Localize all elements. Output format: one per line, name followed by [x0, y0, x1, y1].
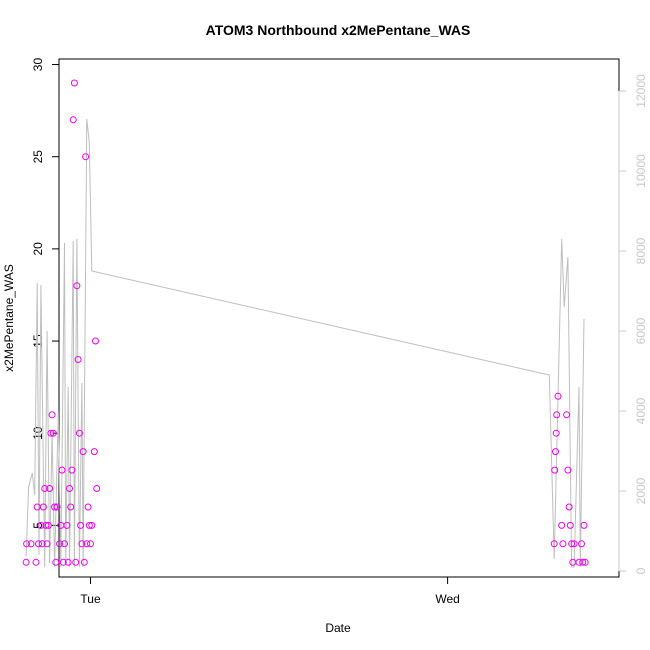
data-point: [553, 411, 561, 419]
data-point: [581, 558, 589, 566]
data-point: [64, 558, 72, 566]
data-point: [78, 540, 86, 548]
data-point: [32, 558, 40, 566]
data-point: [87, 540, 94, 548]
data-point: [38, 540, 46, 548]
y2-tick-label: 12000: [634, 74, 648, 108]
data-point: [27, 540, 35, 548]
data-point: [83, 540, 91, 548]
data-point: [93, 485, 101, 492]
data-point: [22, 558, 30, 566]
x-axis-label: Date: [325, 621, 351, 635]
data-point: [51, 503, 59, 511]
data-point: [56, 540, 63, 548]
data-point: [73, 282, 81, 290]
data-point: [48, 411, 56, 419]
data-point: [75, 429, 83, 437]
data-point: [559, 540, 567, 548]
y2-tick-label: 6000: [634, 317, 648, 344]
y-tick-label: 20: [31, 242, 45, 256]
data-point: [41, 485, 49, 492]
data-point: [82, 153, 90, 161]
data-point: [90, 448, 98, 456]
y-tick-label: 25: [31, 150, 45, 164]
data-point: [578, 540, 585, 548]
data-point: [566, 521, 574, 529]
data-point: [44, 521, 52, 529]
data-point: [569, 558, 577, 566]
data-point: [77, 521, 85, 529]
data-point: [74, 356, 82, 363]
data-point: [39, 503, 47, 511]
data-point: [565, 503, 573, 511]
data-point: [79, 448, 87, 456]
y2-tick-label: 8000: [634, 237, 648, 264]
data-point: [68, 466, 76, 474]
series-line: [25, 118, 585, 568]
data-point: [552, 448, 559, 456]
y2-tick-label: 0: [634, 567, 648, 574]
data-point: [570, 540, 578, 548]
data-point: [42, 521, 50, 529]
data-point: [49, 429, 57, 437]
data-point: [37, 521, 45, 529]
data-point: [69, 116, 77, 124]
data-point: [52, 558, 60, 566]
data-point: [72, 558, 80, 566]
data-point: [59, 558, 67, 566]
data-point: [53, 503, 61, 511]
data-point: [551, 466, 559, 474]
data-point: [568, 540, 576, 548]
data-point: [61, 540, 68, 548]
data-point: [92, 337, 99, 345]
y2-tick-label: 4000: [634, 397, 648, 424]
data-point: [46, 485, 54, 492]
data-point: [580, 521, 588, 529]
data-point: [67, 503, 75, 511]
data-point: [70, 79, 78, 87]
data-point: [564, 466, 572, 474]
data-point: [85, 521, 93, 529]
data-point: [550, 540, 558, 548]
data-point: [84, 503, 92, 511]
x-tick-label: Wed: [435, 592, 459, 606]
data-point: [43, 540, 51, 548]
x-tick-label: Tue: [80, 592, 101, 606]
data-point: [563, 411, 571, 419]
data-point: [35, 540, 42, 548]
data-point: [88, 521, 96, 529]
data-point: [552, 429, 560, 437]
series-line-layer: [25, 118, 585, 568]
data-point: [23, 540, 31, 548]
data-point: [579, 558, 587, 566]
y-tick-label: 30: [31, 58, 45, 72]
data-point: [558, 521, 566, 529]
y2-tick-label: 10000: [634, 154, 648, 188]
y2-tick-label: 2000: [634, 477, 648, 504]
data-point: [58, 466, 66, 474]
data-point: [554, 392, 562, 400]
chart-title: ATOM3 Northbound x2MePentane_WAS: [206, 22, 471, 38]
data-point: [80, 558, 88, 566]
y-axis-label: x2MePentane_WAS: [2, 264, 16, 372]
data-point: [47, 429, 55, 437]
series-points-layer: [22, 79, 589, 566]
data-point: [66, 485, 73, 492]
plot-frame: [58, 58, 620, 578]
data-point: [63, 521, 71, 529]
